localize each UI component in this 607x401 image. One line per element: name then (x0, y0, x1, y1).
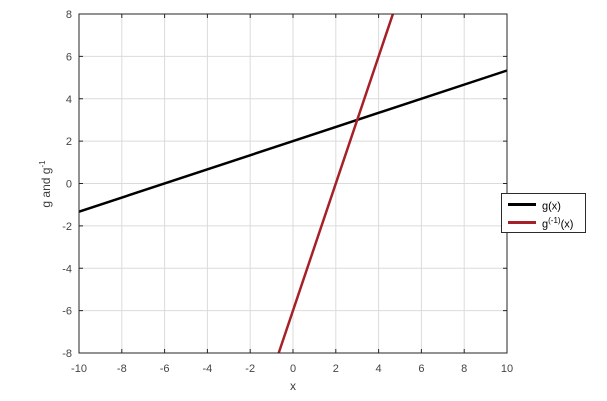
legend-label-g-rest: (x) (548, 200, 561, 213)
x-tick-label: -4 (203, 363, 213, 375)
legend-line-swatch-g (508, 203, 536, 207)
x-tick-label: 0 (290, 363, 296, 375)
y-tick-label: 4 (66, 94, 72, 106)
y-tick-label: -8 (62, 348, 72, 360)
y-tick-label: -4 (62, 263, 72, 275)
legend-label-g-inverse: g(-1)(x) (542, 214, 573, 232)
y-tick-label: 2 (66, 136, 72, 148)
legend-label-g-inverse-base: g (542, 218, 549, 231)
y-axis-label-superscript: -1 (38, 160, 47, 168)
legend-box: g(x) g(-1)(x) (501, 193, 586, 233)
x-tick-label: 6 (418, 363, 424, 375)
y-tick-label: 0 (66, 179, 72, 191)
x-tick-label: 4 (376, 363, 382, 375)
x-tick-label: -6 (160, 363, 170, 375)
series-line-g-inverse (277, 13, 395, 354)
x-axis-label: x (290, 379, 296, 393)
x-tick-label: 8 (461, 363, 467, 375)
legend-label-g-inverse-rest: (x) (560, 218, 574, 231)
y-axis-label: g and g-1 (38, 142, 53, 226)
x-tick-label: 10 (501, 363, 513, 375)
y-tick-label: 8 (66, 9, 72, 21)
legend-label-g: g(x) (542, 196, 561, 214)
series-line-g (78, 69, 508, 213)
legend-line-swatch-g-inverse (508, 220, 536, 224)
x-tick-label: -2 (245, 363, 255, 375)
legend-item-g: g(x) (508, 196, 580, 214)
legend-label-g-inverse-sup: (-1) (548, 215, 561, 225)
legend-item-g-inverse: g(-1)(x) (508, 214, 580, 232)
x-tick-label: 2 (333, 363, 339, 375)
x-tick-label: -10 (71, 363, 87, 375)
x-tick-label: -8 (117, 363, 127, 375)
y-tick-label: -2 (62, 221, 72, 233)
y-tick-label: -6 (62, 306, 72, 318)
y-tick-label: 6 (66, 51, 72, 63)
y-axis-label-text: g and g (39, 167, 53, 208)
legend-label-g-base: g (542, 200, 549, 213)
